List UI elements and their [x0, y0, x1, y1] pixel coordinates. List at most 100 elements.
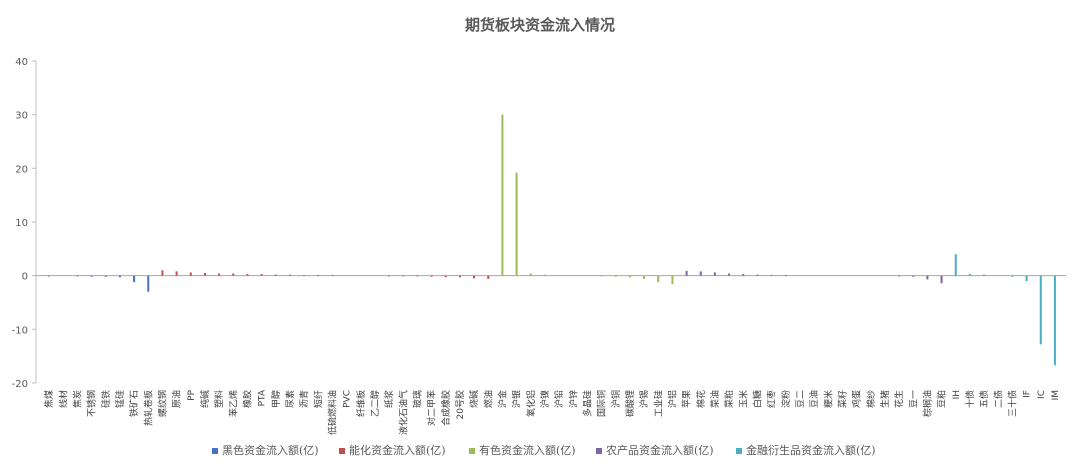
legend-label: 有色资金流入额(亿)	[479, 443, 576, 457]
bar-三十债	[1011, 275, 1014, 277]
bar-沪锡	[643, 275, 646, 279]
bar-菜油	[713, 272, 716, 276]
category-label: PP	[187, 389, 197, 400]
bar-焦炭	[76, 275, 79, 277]
category-label: 纤维板	[355, 390, 367, 417]
bar-棕榈油	[926, 275, 929, 280]
bar-IF	[1025, 275, 1028, 282]
category-label: 国际铜	[596, 390, 608, 417]
bar-苯乙烯	[232, 273, 235, 276]
category-label: 豆油	[808, 390, 820, 408]
legend-label: 农产品资金流入额(亿)	[606, 443, 714, 457]
chart-title: 期货板块资金流入情况	[464, 16, 615, 34]
bar-焦煤	[48, 275, 51, 277]
bar-烧碱	[473, 275, 476, 279]
category-label: 玻璃	[411, 390, 423, 408]
bar-燃油	[487, 275, 490, 279]
bars	[48, 114, 1056, 366]
bar-沪金	[501, 114, 504, 276]
y-tick-label: 10	[15, 218, 28, 229]
bar-菜粕	[728, 273, 731, 276]
category-label: 菜油	[709, 390, 721, 408]
category-label: PVC	[343, 390, 353, 408]
bar-螺纹钢	[161, 270, 164, 276]
bar-热轧卷板	[147, 275, 150, 292]
category-label: 十债	[964, 390, 976, 408]
y-tick-label: 30	[15, 111, 28, 122]
bar-白糖	[756, 274, 759, 276]
category-label: 不锈钢	[86, 390, 98, 417]
legend-label: 黑色资金流入额(亿)	[222, 443, 319, 457]
bar-尿素	[288, 274, 291, 276]
bar-五债	[983, 274, 986, 276]
bar-工业硅	[657, 275, 660, 283]
category-label: 乙二醇	[369, 390, 381, 417]
bar-原油	[175, 271, 178, 276]
legend-swatch	[469, 448, 475, 454]
category-label: IF	[1023, 390, 1033, 398]
bar-20号胶	[458, 275, 461, 278]
category-label: 低硫燃料油	[326, 390, 338, 435]
category-label: 烧碱	[468, 390, 480, 408]
bar-淀粉	[784, 275, 787, 276]
category-label: IM	[1051, 390, 1061, 400]
bar-苹果	[685, 270, 688, 276]
bar-不锈钢	[90, 275, 93, 277]
category-label: 20号胶	[454, 390, 466, 419]
category-label: 苯乙烯	[227, 390, 239, 417]
bar-IM	[1053, 275, 1056, 366]
category-label: 沪铝	[666, 390, 678, 408]
category-label: 纯碱	[199, 390, 211, 408]
bar-国际铜	[600, 275, 603, 277]
bar-十债	[968, 274, 971, 276]
bar-沪锌	[572, 275, 575, 276]
bar-氧化铝	[529, 273, 532, 276]
category-label: 橡胶	[241, 390, 253, 408]
y-tick-label: 0	[22, 272, 28, 283]
bar-沥青	[303, 275, 306, 276]
category-label: 焦炭	[71, 390, 83, 408]
category-label: IH	[952, 390, 962, 399]
category-label: 五债	[978, 390, 990, 408]
category-label: 红枣	[766, 390, 778, 408]
category-label: 原油	[171, 390, 183, 408]
category-label: 粳米	[822, 390, 834, 408]
bar-沪镍	[543, 274, 546, 276]
bar-IH	[954, 254, 957, 276]
bar-红枣	[770, 275, 773, 276]
legend-swatch	[736, 448, 742, 454]
category-label: 生猪	[879, 390, 891, 408]
category-label: 硅铁	[100, 390, 112, 408]
bar-豆粕	[940, 275, 943, 284]
bar-沪铜	[614, 275, 617, 277]
bar-豆一	[912, 275, 915, 277]
x-axis-labels: 焦煤 线材 焦炭 不锈钢 硅铁 锰硅 铁矿石 热轧卷板 螺纹钢 原油 PP 纯碱 塑料 苯乙烯 橡胶 PTA 甲…	[43, 389, 1061, 435]
category-label: 二债	[992, 390, 1004, 408]
bar-低硫燃料油	[331, 275, 334, 276]
bar-合成橡胶	[444, 275, 447, 278]
category-label: 菜粕	[723, 390, 735, 408]
category-label: 对二甲苯	[426, 390, 438, 426]
category-label: 焦煤	[43, 390, 55, 408]
category-label: 棕榈油	[921, 390, 933, 417]
category-label: 沪铅	[553, 390, 565, 408]
bar-沪铅	[558, 275, 561, 276]
category-label: 热轧卷板	[142, 390, 154, 426]
bar-沪银	[515, 172, 518, 276]
category-label: 锰硅	[114, 390, 126, 408]
category-label: 三十债	[1006, 390, 1018, 417]
y-tick-label: 40	[15, 57, 28, 68]
bar-纸浆	[388, 275, 391, 277]
bar-硅铁	[104, 275, 107, 277]
bar-锰硅	[118, 275, 121, 278]
legend-swatch	[596, 448, 602, 454]
category-label: 短纤	[312, 390, 324, 408]
category-label: 花生	[893, 390, 905, 408]
bar-IC	[1039, 275, 1042, 345]
category-label: 棉花	[695, 390, 707, 408]
category-label: 沪锌	[567, 390, 579, 408]
legend-label: 能化资金流入额(亿)	[349, 443, 446, 457]
bar-花生	[898, 275, 901, 277]
bar-沪铝	[671, 275, 674, 285]
